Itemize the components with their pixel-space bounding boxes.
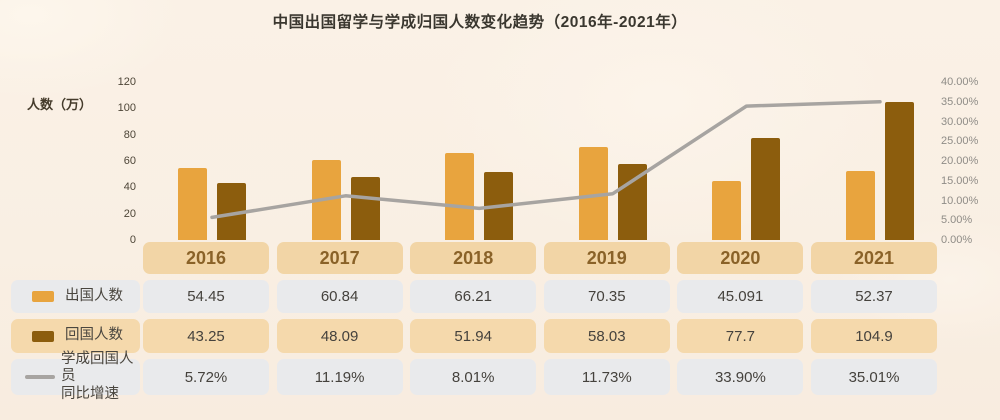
legend-label: 回国人数 [65, 327, 123, 344]
value-cell: 66.21 [410, 280, 537, 313]
value-label: 35.01% [848, 368, 900, 386]
value-label: 8.01% [451, 368, 495, 386]
value-label: 11.73% [581, 368, 632, 386]
y-axis-label: 人数（万） [27, 97, 93, 112]
abroad-bar-swatch-icon [32, 291, 54, 302]
left-axis-tick: 100 [117, 102, 136, 115]
value-label: 43.25 [187, 327, 225, 345]
year-header-2016: 2016 [143, 242, 269, 274]
left-axis-tick: 0 [129, 234, 136, 246]
bar-return-2018 [484, 171, 514, 240]
right-axis-tick: 15.00% [941, 174, 979, 187]
value-cell: 35.01% [811, 359, 937, 395]
legend-label-line: 同比增速 [61, 385, 119, 402]
value-cell: 60.84 [276, 280, 403, 313]
legend-label: 学成回国人员 同比增速 [61, 351, 140, 402]
value-cell: 8.01% [410, 359, 537, 395]
right-axis-tick: 10.00% [941, 194, 979, 207]
year-header-2020: 2020 [677, 242, 804, 274]
value-cell: 54.45 [143, 280, 269, 313]
left-axis-tick: 120 [117, 76, 136, 88]
bar-return-2016 [217, 183, 246, 240]
value-label: 45.091 [717, 288, 764, 305]
right-axis-tick: 20.00% [941, 155, 979, 167]
year-header-2018: 2018 [410, 242, 537, 274]
right-axis-tick: 35.00% [941, 95, 979, 108]
right-axis-tick: 0.00% [941, 234, 973, 246]
right-axis-tick: 5.00% [941, 214, 973, 227]
right-axis-tick: 40.00% [941, 76, 979, 88]
year-header-2019: 2019 [543, 242, 670, 274]
value-cell: 51.94 [410, 319, 537, 353]
return-bar-swatch-icon [32, 330, 54, 342]
value-cell: 77.7 [677, 319, 804, 353]
legend-cell-row2: 回国人数 [11, 319, 140, 353]
value-label: 70.35 [588, 288, 626, 305]
value-cell: 48.09 [276, 319, 403, 353]
bar-return-2019 [617, 163, 647, 240]
left-axis-tick: 60 [123, 155, 136, 167]
value-cell: 11.73% [543, 359, 670, 395]
legend-label-line: 出国人数 [65, 287, 123, 304]
value-label: 58.03 [588, 327, 626, 345]
chart-title: 中国出国留学与学成归国人数变化趋势（2016年-2021年） [272, 14, 688, 31]
value-label: 54.45 [187, 288, 225, 305]
growth-line-swatch-icon [25, 375, 55, 379]
value-label: 60.84 [320, 288, 359, 305]
legend-label-line: 学成回国人员 [61, 351, 134, 385]
value-cell: 33.90% [677, 359, 804, 395]
left-axis-tick: 40 [123, 181, 136, 194]
year-label: 2018 [453, 247, 494, 268]
bar-abroad-2020 [712, 180, 742, 240]
value-label: 77.7 [725, 327, 755, 345]
value-label: 48.09 [320, 327, 359, 345]
year-header-2017: 2017 [276, 242, 403, 274]
legend-cell-row1: 出国人数 [11, 280, 140, 313]
bar-abroad-2016 [178, 168, 207, 240]
right-axis-tick: 30.00% [941, 115, 979, 128]
value-label: 11.19% [314, 368, 365, 386]
value-cell: 52.37 [811, 280, 937, 313]
value-cell: 58.03 [543, 319, 670, 353]
year-label: 2021 [853, 247, 895, 268]
year-label: 2017 [319, 247, 360, 268]
bar-return-2020 [751, 137, 781, 240]
value-label: 66.21 [454, 288, 492, 305]
value-label: 33.90% [714, 368, 766, 386]
bar-return-2021 [885, 101, 914, 240]
legend-label-line: 回国人数 [65, 327, 123, 344]
bar-abroad-2019 [578, 147, 608, 240]
value-cell: 45.091 [677, 280, 804, 313]
left-axis-tick: 80 [123, 128, 136, 141]
right-axis-tick: 25.00% [941, 135, 979, 148]
bar-abroad-2018 [445, 152, 475, 240]
value-cell: 5.72% [143, 359, 269, 395]
value-cell: 11.19% [276, 359, 403, 395]
legend-label: 出国人数 [65, 288, 123, 305]
year-label: 2020 [720, 247, 761, 268]
bar-return-2017 [350, 176, 380, 240]
value-label: 5.72% [184, 368, 228, 386]
year-header-2021: 2021 [811, 242, 937, 274]
value-label: 52.37 [855, 288, 893, 305]
value-cell: 43.25 [143, 319, 269, 353]
value-cell: 70.35 [543, 280, 670, 313]
left-axis-tick: 20 [123, 207, 136, 220]
year-label: 2019 [586, 247, 627, 268]
legend-cell-row3: 学成回国人员 同比增速 [11, 351, 140, 402]
value-cell: 104.9 [811, 319, 937, 353]
value-label: 51.94 [454, 327, 492, 345]
year-label: 2016 [185, 247, 227, 268]
bar-abroad-2021 [846, 171, 875, 240]
value-label: 104.9 [855, 327, 893, 345]
bar-abroad-2017 [311, 159, 341, 240]
